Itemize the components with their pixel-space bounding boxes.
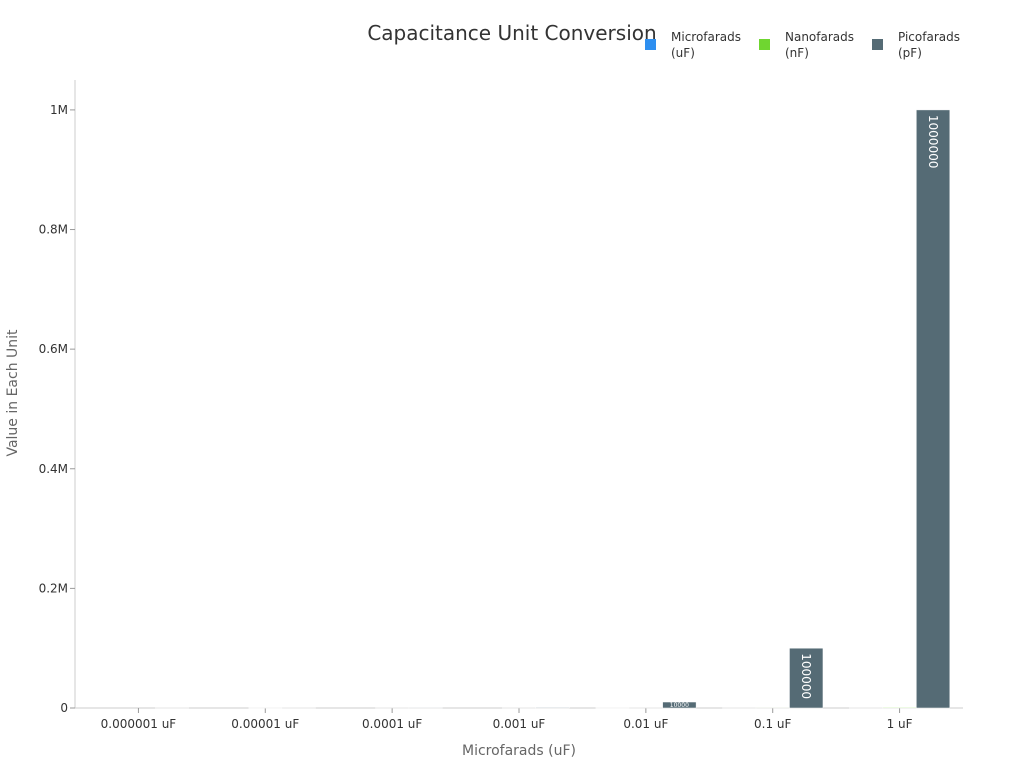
bar: [789, 647, 824, 709]
y-tick-label: 0.8M: [39, 223, 68, 237]
legend-swatch: [759, 39, 770, 50]
x-tick-label: 0.1 uF: [754, 717, 792, 731]
bars: [154, 109, 951, 709]
bar: [882, 707, 917, 709]
x-tick-label: 0.000001 uF: [101, 717, 177, 731]
bar-data-label: 100000: [799, 653, 813, 699]
y-axis-title: Value in Each Unit: [5, 329, 21, 457]
chart-title: Capacitance Unit Conversion: [367, 21, 656, 45]
legend-swatch: [645, 39, 656, 50]
x-tick-label: 0.01 uF: [623, 717, 668, 731]
y-tick-label: 0.2M: [39, 581, 68, 595]
x-tick-label: 0.00001 uF: [231, 717, 299, 731]
legend-label: Picofarads: [898, 30, 960, 44]
legend-swatch: [872, 39, 883, 50]
bar: [916, 109, 951, 709]
x-tick-label: 0.0001 uF: [362, 717, 422, 731]
bar-data-label: 1000000: [926, 115, 940, 168]
data-labels: 10000 100000 1000000: [670, 115, 940, 709]
x-axis-ticks: 0.000001 uF 0.00001 uF 0.0001 uF 0.001 uF 0.…: [101, 708, 913, 731]
x-axis-title: Microfarads (uF): [462, 743, 576, 759]
legend-label: (nF): [785, 46, 809, 60]
legend: Microfarads (uF) Nanofarads (nF) Picofarads (…: [645, 30, 960, 60]
x-tick-label: 1 uF: [887, 717, 913, 731]
legend-label: (uF): [671, 46, 695, 60]
legend-label: Microfarads: [671, 30, 741, 44]
y-tick-label: 0: [60, 701, 68, 715]
y-tick-label: 0.6M: [39, 342, 68, 356]
legend-label: (pF): [898, 46, 922, 60]
y-tick-label: 1M: [50, 103, 68, 117]
bar: [535, 707, 570, 709]
legend-label: Nanofarads: [785, 30, 854, 44]
x-tick-label: 0.001 uF: [493, 717, 546, 731]
y-axis-ticks: 0 0.2M 0.4M 0.6M 0.8M 1M: [39, 103, 75, 715]
y-tick-label: 0.4M: [39, 462, 68, 476]
bar: [662, 701, 697, 709]
bar-data-label: 10000: [670, 702, 689, 709]
